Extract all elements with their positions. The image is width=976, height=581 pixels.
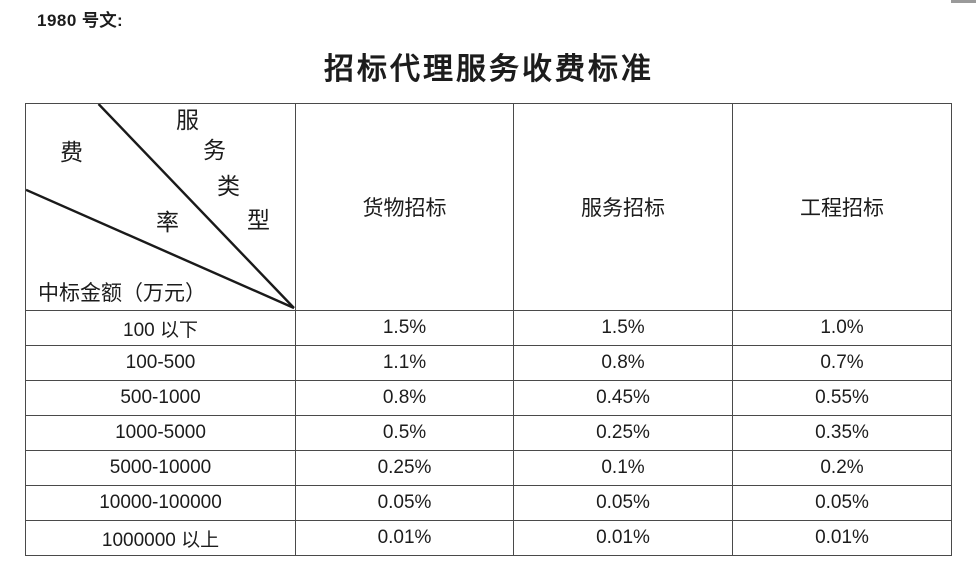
scrollbar-fragment[interactable] xyxy=(951,0,976,3)
table-row: 1000000 以上 0.01% 0.01% 0.01% xyxy=(25,520,952,556)
corner-char-service-3: 类 xyxy=(217,174,240,199)
table-row: 100 以下 1.5% 1.5% 1.0% xyxy=(25,310,952,346)
table-header-row: 服 务 类 型 费 率 中标金额（万元） 货物招标 服务招标 工程招标 xyxy=(25,103,952,311)
column-header-engineering: 工程招标 xyxy=(732,103,952,311)
corner-char-rate-2: 率 xyxy=(156,210,179,235)
fee-standard-table: 服 务 类 型 费 率 中标金额（万元） 货物招标 服务招标 工程招标 100 … xyxy=(25,103,952,556)
table-row: 5000-10000 0.25% 0.1% 0.2% xyxy=(25,450,952,486)
rate-value: 0.01% xyxy=(732,520,952,556)
rate-value: 0.7% xyxy=(732,345,952,381)
rate-value: 0.8% xyxy=(513,345,733,381)
table-row: 100-500 1.1% 0.8% 0.7% xyxy=(25,345,952,381)
column-header-service: 服务招标 xyxy=(513,103,733,311)
table-row: 500-1000 0.8% 0.45% 0.55% xyxy=(25,380,952,416)
diagonal-lines xyxy=(26,104,295,310)
corner-char-service-4: 型 xyxy=(247,208,270,233)
corner-char-service-2: 务 xyxy=(203,138,226,163)
row-label: 1000-5000 xyxy=(25,415,296,451)
rate-value: 0.2% xyxy=(732,450,952,486)
rate-value: 0.5% xyxy=(295,415,514,451)
rate-value: 1.1% xyxy=(295,345,514,381)
row-label: 1000000 以上 xyxy=(25,520,296,556)
rate-value: 0.01% xyxy=(513,520,733,556)
row-label: 10000-100000 xyxy=(25,485,296,521)
row-label: 500-1000 xyxy=(25,380,296,416)
table-row: 1000-5000 0.5% 0.25% 0.35% xyxy=(25,415,952,451)
doc-number-label: 1980 号文: xyxy=(37,11,124,30)
row-label: 5000-10000 xyxy=(25,450,296,486)
rate-value: 0.1% xyxy=(513,450,733,486)
rate-value: 1.5% xyxy=(295,310,514,346)
rate-value: 1.0% xyxy=(732,310,952,346)
rate-value: 0.55% xyxy=(732,380,952,416)
row-label: 100 以下 xyxy=(25,310,296,346)
column-header-goods: 货物招标 xyxy=(295,103,514,311)
rate-value: 0.8% xyxy=(295,380,514,416)
page-title: 招标代理服务收费标准 xyxy=(324,53,654,86)
row-label: 100-500 xyxy=(25,345,296,381)
corner-char-rate-1: 费 xyxy=(60,140,83,165)
diagonal-corner-cell: 服 务 类 型 费 率 中标金额（万元） xyxy=(25,103,296,311)
rate-value: 0.05% xyxy=(295,485,514,521)
corner-char-service-1: 服 xyxy=(176,108,199,133)
rate-value: 0.01% xyxy=(295,520,514,556)
rate-value: 0.05% xyxy=(732,485,952,521)
corner-amount-label: 中标金额（万元） xyxy=(38,280,206,305)
rate-value: 0.25% xyxy=(513,415,733,451)
rate-value: 0.25% xyxy=(295,450,514,486)
rate-value: 1.5% xyxy=(513,310,733,346)
rate-value: 0.35% xyxy=(732,415,952,451)
rate-value: 0.45% xyxy=(513,380,733,416)
rate-value: 0.05% xyxy=(513,485,733,521)
table-row: 10000-100000 0.05% 0.05% 0.05% xyxy=(25,485,952,521)
